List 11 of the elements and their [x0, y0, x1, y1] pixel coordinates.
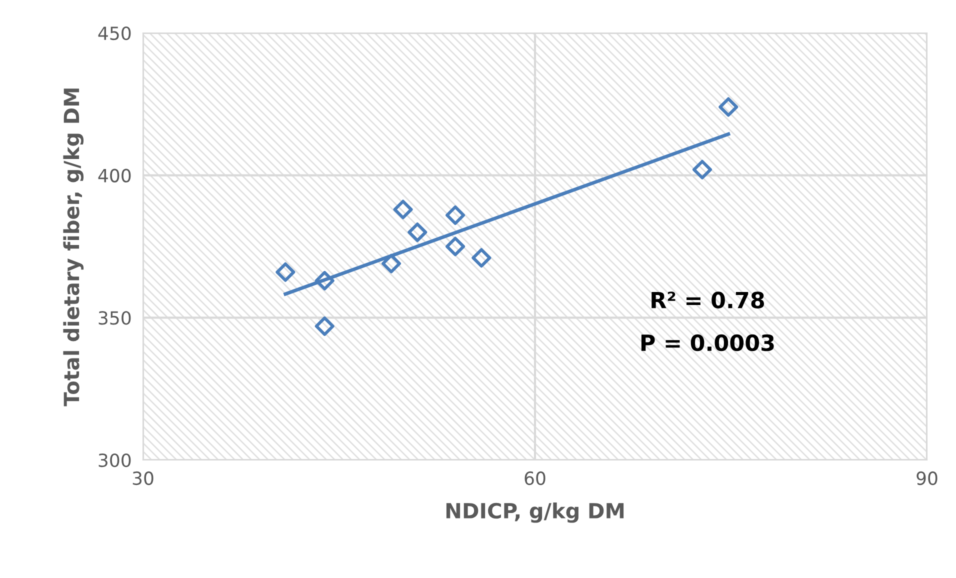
y-axis-title: Total dietary fiber, g/kg DM: [63, 88, 84, 406]
x-axis-title: NDICP, g/kg DM: [446, 502, 624, 523]
annotation: P = 0.0003: [641, 334, 774, 352]
y-tick-label: 350: [98, 311, 131, 325]
x-tick-label: 30: [132, 471, 154, 486]
y-tick-label: 450: [98, 26, 131, 40]
y-tick-label: 300: [98, 453, 131, 468]
x-tick-label: 90: [916, 471, 938, 486]
y-tick-label: 400: [98, 168, 131, 182]
annotation: R² = 0.78: [652, 292, 764, 308]
x-tick-label: 60: [524, 471, 546, 486]
